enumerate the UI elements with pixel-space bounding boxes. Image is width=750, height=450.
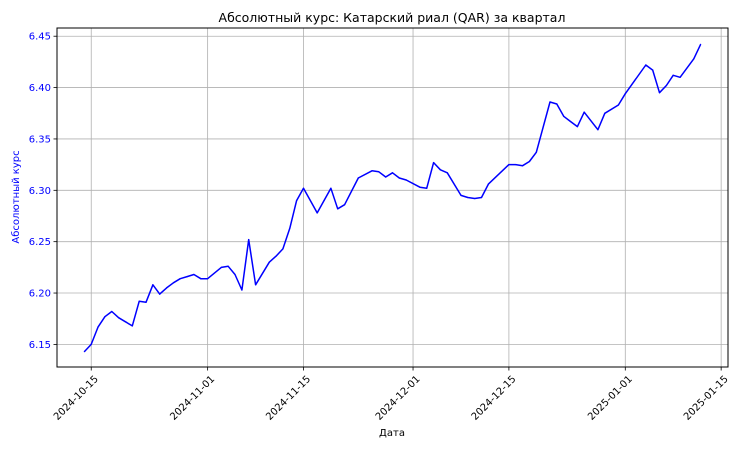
- data-point: [398, 177, 400, 179]
- data-point: [391, 172, 394, 174]
- data-point: [138, 300, 140, 302]
- y-axis-title: Абсолютный курс: [11, 150, 22, 243]
- y-tick-label: 6.40: [29, 83, 51, 94]
- data-point: [166, 287, 168, 289]
- data-point: [124, 321, 127, 323]
- data-point: [480, 196, 483, 199]
- y-tick-label: 6.30: [29, 186, 51, 197]
- data-point: [515, 164, 517, 166]
- data-point: [172, 282, 174, 284]
- data-point: [152, 284, 154, 286]
- data-point: [104, 316, 106, 318]
- data-point: [474, 197, 476, 200]
- y-tick-label: 6.15: [29, 340, 51, 351]
- data-point: [439, 169, 441, 171]
- data-point: [268, 261, 270, 263]
- data-point: [111, 310, 113, 313]
- data-point: [645, 64, 647, 66]
- data-point: [556, 103, 558, 105]
- data-point: [220, 266, 222, 268]
- chart-title: Абсолютный курс: Катарский риал (QAR) за…: [219, 10, 566, 25]
- series-line: [83, 44, 702, 353]
- data-point: [296, 200, 298, 202]
- data-point: [371, 170, 373, 172]
- data-point: [289, 227, 291, 229]
- data-point: [97, 326, 99, 328]
- data-point: [385, 176, 387, 178]
- data-point: [617, 104, 620, 106]
- data-point: [145, 301, 147, 303]
- data-point: [275, 255, 277, 257]
- data-point: [179, 278, 181, 280]
- data-point: [679, 76, 681, 78]
- data-point: [549, 101, 551, 103]
- grid-lines: [57, 28, 728, 367]
- data-point: [433, 162, 435, 164]
- data-point: [316, 212, 318, 214]
- data-point: [467, 196, 469, 199]
- y-tick-label: 6.25: [29, 237, 51, 248]
- data-point: [330, 187, 332, 189]
- data-point: [405, 179, 407, 181]
- data-point: [207, 278, 209, 280]
- data-point: [597, 129, 599, 131]
- data-point: [344, 204, 346, 206]
- data-point: [672, 74, 674, 76]
- data-point: [118, 317, 120, 319]
- y-tick-label: 6.20: [29, 289, 51, 300]
- data-point: [159, 293, 161, 295]
- data-point: [658, 92, 661, 94]
- plot-area-frame: [56, 27, 729, 368]
- data-point: [576, 126, 579, 128]
- data-point: [446, 172, 448, 174]
- data-point: [255, 284, 257, 286]
- data-point: [90, 343, 92, 345]
- data-point: [487, 183, 489, 185]
- data-point: [186, 276, 188, 278]
- data-point: [241, 289, 243, 291]
- data-point: [700, 43, 702, 46]
- series-layer: [83, 43, 702, 353]
- data-point: [665, 84, 668, 87]
- data-point: [569, 120, 572, 123]
- data-point: [535, 151, 537, 153]
- data-point: [378, 171, 380, 173]
- data-point: [563, 115, 565, 117]
- data-point: [248, 239, 250, 241]
- data-point: [426, 187, 428, 189]
- data-point: [522, 165, 524, 167]
- data-point: [528, 160, 531, 163]
- y-tick-label: 6.35: [29, 134, 51, 145]
- data-point: [419, 186, 421, 188]
- data-point: [193, 273, 195, 276]
- x-axis-title: Дата: [379, 428, 405, 439]
- data-point: [693, 58, 695, 60]
- data-point: [357, 177, 359, 179]
- data-point: [83, 351, 85, 353]
- data-point: [604, 112, 606, 114]
- data-point: [624, 93, 626, 95]
- data-point: [323, 200, 325, 202]
- data-point: [583, 111, 585, 113]
- data-point: [227, 265, 229, 267]
- data-point: [337, 208, 339, 210]
- data-point: [282, 248, 284, 250]
- data-point: [302, 187, 305, 189]
- data-point: [460, 194, 462, 196]
- y-tick-label: 6.45: [29, 32, 51, 43]
- data-point: [652, 69, 654, 71]
- data-point: [131, 325, 133, 327]
- data-point: [200, 278, 202, 280]
- data-point: [234, 273, 236, 276]
- data-point: [508, 164, 510, 166]
